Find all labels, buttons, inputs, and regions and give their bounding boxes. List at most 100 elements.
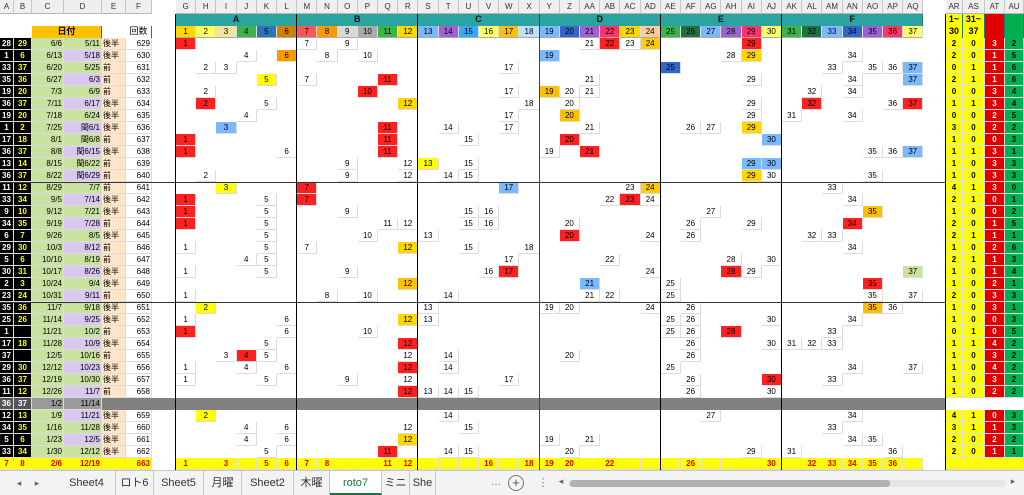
number-cell[interactable]: 15 [458,158,479,170]
half-cell[interactable]: 後半 [102,266,126,278]
number-cell[interactable]: 26 [681,314,702,326]
lunar-date-cell[interactable]: 9/18 [64,302,102,314]
date-cell[interactable]: 9/5 [32,194,64,206]
number-cell[interactable]: 25 [660,326,681,338]
scroll-thumb[interactable] [570,480,890,487]
number-cell[interactable]: 32 [802,338,823,350]
au-cell[interactable]: 3 [1005,422,1024,434]
total-number-cell[interactable]: 20 [559,458,580,470]
au-cell[interactable]: 3 [1005,314,1024,326]
number-cell[interactable]: 21 [580,74,601,86]
at-cell[interactable]: 2 [985,122,1005,134]
number-cell[interactable]: 15 [458,218,479,230]
lunar-date-cell[interactable]: 11/21 [64,410,102,422]
number-cell[interactable]: 29 [741,446,762,458]
au-cell[interactable]: 2 [1005,38,1024,50]
number-cell[interactable]: 26 [681,230,702,242]
number-cell[interactable]: 29 [741,266,762,278]
number-cell[interactable]: 23 [620,194,641,206]
count-high-cell[interactable]: 1 [963,194,985,206]
date-cell[interactable]: 12/19 [32,374,64,386]
number-cell[interactable]: 34 [842,194,863,206]
round-cell[interactable]: 657 [126,374,152,386]
total-number-cell[interactable]: 35 [862,458,883,470]
number-cell[interactable]: 3 [216,182,237,194]
number-cell[interactable]: 19 [539,146,560,158]
au-cell[interactable]: 2 [1005,374,1024,386]
at-cell[interactable]: 0 [985,410,1005,422]
number-cell[interactable]: 21 [580,86,601,98]
round-cell[interactable]: 630 [126,50,152,62]
cell-b[interactable]: 3 [14,278,32,290]
number-cell[interactable]: 26 [681,218,702,230]
number-cell[interactable]: 7 [297,74,318,86]
total-number-cell[interactable]: 11 [378,458,399,470]
date-cell[interactable]: 7/18 [32,110,64,122]
number-cell[interactable]: 13 [418,158,439,170]
au-cell[interactable]: 3 [1005,290,1024,302]
number-cell[interactable]: 3 [216,350,237,362]
round-cell[interactable]: 659 [126,410,152,422]
number-cell[interactable]: 5 [256,242,277,254]
count-high-cell[interactable]: 1 [963,422,985,434]
au-cell[interactable]: 5 [1005,50,1024,62]
count-low-cell[interactable]: 0 [946,62,963,74]
number-cell[interactable]: 19 [539,50,560,62]
au-cell[interactable]: 2 [1005,362,1024,374]
count-high-cell[interactable]: 0 [963,110,985,122]
cell-b[interactable]: 13 [14,410,32,422]
total-bg[interactable] [438,458,459,470]
half-cell[interactable]: 後半 [102,434,126,446]
number-cell[interactable]: 27 [701,206,722,218]
number-cell[interactable]: 24 [640,230,661,242]
number-cell[interactable]: 5 [256,74,277,86]
count-low-cell[interactable]: 2 [946,38,963,50]
count-high-cell[interactable]: 0 [963,170,985,182]
cell-a[interactable]: 34 [0,218,14,230]
cell-b[interactable]: 31 [14,266,32,278]
round-cell[interactable]: 634 [126,98,152,110]
at-cell[interactable]: 2 [985,434,1005,446]
number-cell[interactable]: 19 [539,302,560,314]
cell-b[interactable]: 29 [14,38,32,50]
round-cell[interactable]: 649 [126,278,152,290]
cell-a[interactable]: 29 [0,362,14,374]
number-cell[interactable]: 27 [701,410,722,422]
number-cell[interactable]: 29 [741,158,762,170]
cell-a[interactable]: 12 [0,410,14,422]
cell-b[interactable] [14,350,32,362]
number-cell[interactable]: 35 [862,206,883,218]
total-number-cell[interactable]: 3 [216,458,237,470]
half-cell[interactable]: 後半 [102,110,126,122]
number-cell[interactable]: 20 [559,446,580,458]
number-cell[interactable]: 15 [458,422,479,434]
number-cell[interactable]: 6 [277,326,298,338]
cell-b[interactable]: 30 [14,362,32,374]
count-high-cell[interactable]: 0 [963,242,985,254]
number-cell[interactable]: 1 [176,362,197,374]
number-cell[interactable]: 12 [398,374,419,386]
half-cell[interactable]: 後半 [102,50,126,62]
count-high-cell[interactable]: 1 [963,98,985,110]
date-cell[interactable]: 10/3 [32,242,64,254]
at-cell[interactable]: 3 [985,182,1005,194]
date-cell[interactable]: 10/24 [32,278,64,290]
au-cell[interactable]: 4 [1005,98,1024,110]
lunar-date-cell[interactable]: 11/28 [64,422,102,434]
number-cell[interactable]: 20 [559,98,580,110]
cell-b[interactable]: 35 [14,422,32,434]
number-cell[interactable]: 12 [398,350,419,362]
total-bg[interactable] [620,458,641,470]
au-cell[interactable]: 3 [1005,410,1024,422]
number-cell[interactable]: 8 [317,50,338,62]
number-cell[interactable]: 34 [842,410,863,422]
lunar-date-cell[interactable]: 5/18 [64,50,102,62]
cell-b[interactable]: 6 [14,254,32,266]
number-cell[interactable]: 33 [822,338,843,350]
count-high-cell[interactable]: 0 [963,158,985,170]
number-cell[interactable]: 5 [256,266,277,278]
total-number-cell[interactable]: 12 [398,458,419,470]
round-cell[interactable]: 650 [126,290,152,302]
count-high-cell[interactable]: 0 [963,350,985,362]
number-cell[interactable]: 12 [398,242,419,254]
